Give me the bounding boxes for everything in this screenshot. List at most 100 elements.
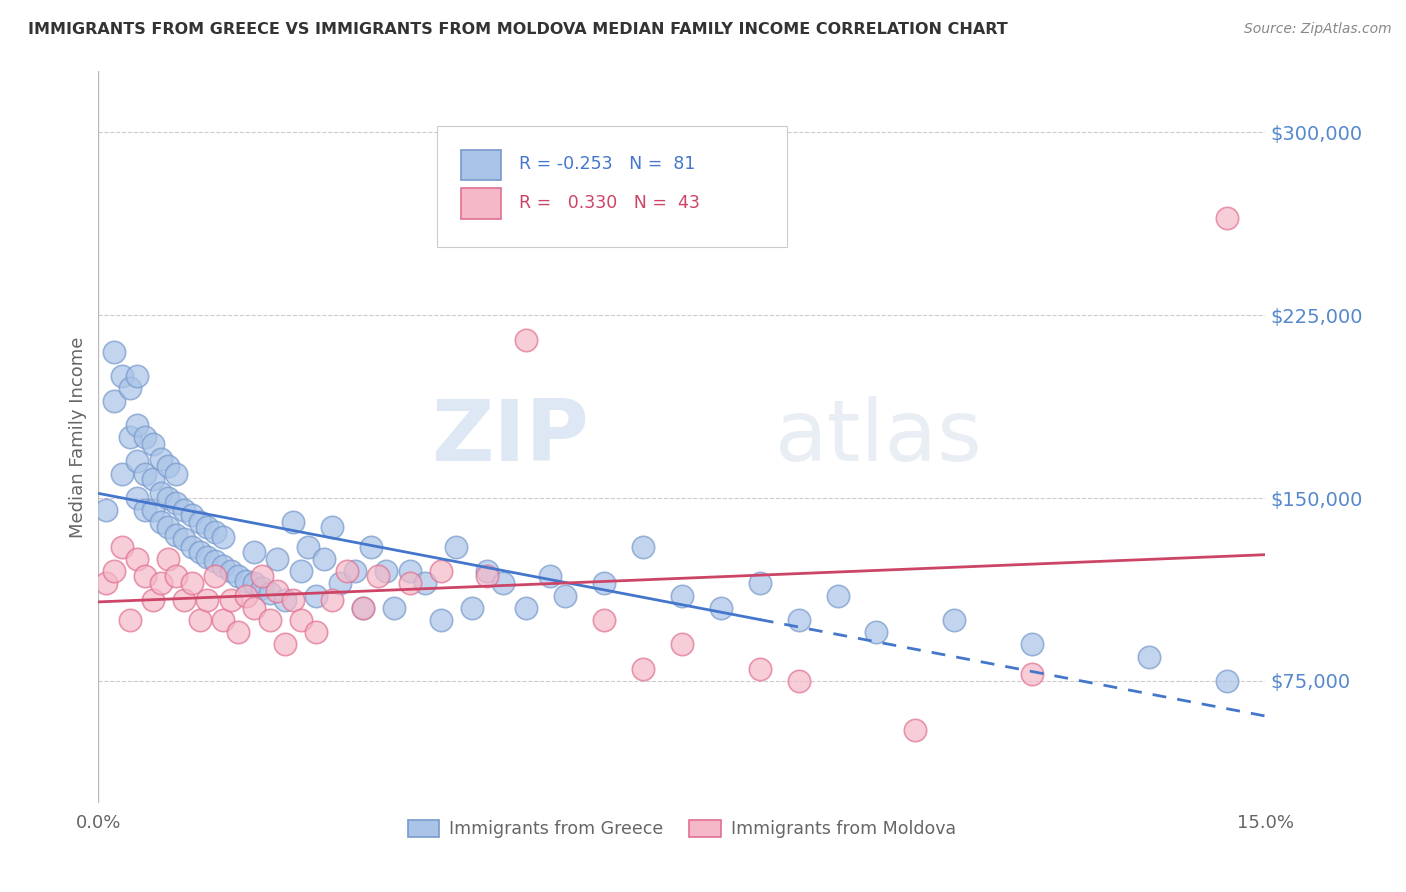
Point <box>103 393 125 408</box>
Point <box>321 520 343 534</box>
Point <box>195 549 218 564</box>
Point <box>157 552 180 566</box>
Point <box>382 600 405 615</box>
FancyBboxPatch shape <box>461 188 501 219</box>
Point <box>204 525 226 540</box>
Point <box>290 613 312 627</box>
Point <box>188 544 211 558</box>
Point <box>173 503 195 517</box>
Point <box>212 530 235 544</box>
Point <box>212 559 235 574</box>
Point <box>344 564 367 578</box>
Point <box>180 508 202 522</box>
Point <box>188 516 211 530</box>
Point <box>336 564 359 578</box>
Y-axis label: Median Family Income: Median Family Income <box>69 336 87 538</box>
Point <box>111 467 134 481</box>
Point <box>157 459 180 474</box>
Point <box>204 554 226 568</box>
Point <box>259 586 281 600</box>
Point <box>157 491 180 505</box>
Point <box>398 576 420 591</box>
Point <box>142 437 165 451</box>
Point <box>1215 673 1237 688</box>
Point <box>360 540 382 554</box>
Point <box>149 486 172 500</box>
Point <box>118 430 141 444</box>
Point <box>305 625 328 640</box>
Point <box>352 600 374 615</box>
Point <box>477 569 499 583</box>
Point <box>398 564 420 578</box>
Point <box>180 576 202 591</box>
Point <box>1021 666 1043 681</box>
Point <box>787 613 810 627</box>
Point <box>312 552 335 566</box>
Point <box>413 576 436 591</box>
Point <box>429 613 451 627</box>
Point <box>631 540 654 554</box>
Point <box>188 613 211 627</box>
Point <box>96 503 118 517</box>
Point <box>103 344 125 359</box>
Point <box>367 569 389 583</box>
Point <box>554 589 576 603</box>
Point <box>593 576 616 591</box>
Point <box>515 333 537 347</box>
Point <box>127 491 149 505</box>
Point <box>243 544 266 558</box>
Point <box>477 564 499 578</box>
Point <box>274 637 297 651</box>
Point <box>212 613 235 627</box>
Point <box>266 552 288 566</box>
Point <box>1137 649 1160 664</box>
Point <box>228 625 250 640</box>
Point <box>142 471 165 485</box>
Point <box>827 589 849 603</box>
Point <box>165 569 187 583</box>
Point <box>127 369 149 384</box>
Point <box>943 613 966 627</box>
FancyBboxPatch shape <box>461 150 501 180</box>
Point <box>305 589 328 603</box>
Point <box>329 576 352 591</box>
Point <box>103 564 125 578</box>
Point <box>593 613 616 627</box>
Point <box>429 564 451 578</box>
Point <box>165 496 187 510</box>
Point <box>142 503 165 517</box>
Point <box>235 574 257 588</box>
Text: R =   0.330   N =  43: R = 0.330 N = 43 <box>519 194 699 212</box>
Point <box>352 600 374 615</box>
Point <box>446 540 468 554</box>
Point <box>375 564 398 578</box>
Point <box>748 576 770 591</box>
Point <box>127 417 149 432</box>
Legend: Immigrants from Greece, Immigrants from Moldova: Immigrants from Greece, Immigrants from … <box>401 814 963 846</box>
Point <box>461 600 484 615</box>
Point <box>259 613 281 627</box>
Point <box>111 369 134 384</box>
Point <box>250 581 273 595</box>
Point <box>219 564 242 578</box>
Point <box>515 600 537 615</box>
Point <box>274 593 297 607</box>
Point <box>134 430 156 444</box>
Text: ZIP: ZIP <box>430 395 589 479</box>
Text: IMMIGRANTS FROM GREECE VS IMMIGRANTS FROM MOLDOVA MEDIAN FAMILY INCOME CORRELATI: IMMIGRANTS FROM GREECE VS IMMIGRANTS FRO… <box>28 22 1008 37</box>
Point <box>1021 637 1043 651</box>
Point <box>243 576 266 591</box>
Point <box>157 520 180 534</box>
Point <box>127 454 149 468</box>
Point <box>219 593 242 607</box>
Point <box>228 569 250 583</box>
Text: R = -0.253   N =  81: R = -0.253 N = 81 <box>519 155 695 173</box>
Point <box>134 467 156 481</box>
Point <box>127 552 149 566</box>
Text: atlas: atlas <box>775 395 983 479</box>
Point <box>134 503 156 517</box>
Point <box>134 569 156 583</box>
Point <box>250 569 273 583</box>
Point <box>787 673 810 688</box>
Point <box>281 516 304 530</box>
